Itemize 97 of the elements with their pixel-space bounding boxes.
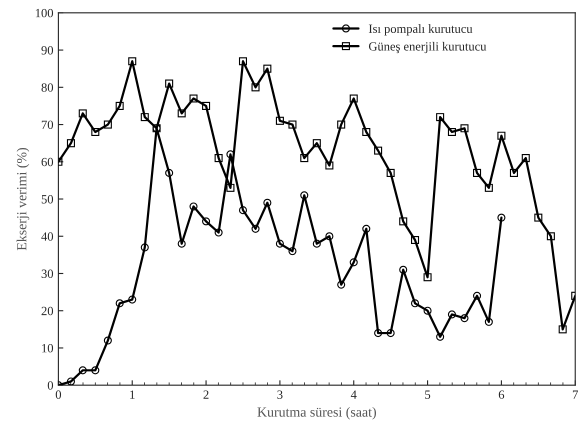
y-tick-label: 20 xyxy=(42,306,54,316)
point xyxy=(263,64,272,73)
point xyxy=(497,214,506,222)
point xyxy=(460,314,469,322)
point xyxy=(448,128,456,136)
point xyxy=(263,198,272,207)
point xyxy=(337,120,346,129)
y-tick-label: 70 xyxy=(42,120,54,130)
point xyxy=(448,310,456,318)
x-tick-label: 0 xyxy=(56,390,62,399)
x-tick-label: 2 xyxy=(203,390,209,399)
point xyxy=(312,139,321,148)
point xyxy=(128,296,136,304)
point xyxy=(91,128,100,136)
point xyxy=(436,113,444,122)
point xyxy=(362,128,370,136)
point xyxy=(350,94,358,103)
point xyxy=(165,80,174,88)
point xyxy=(78,366,87,374)
point xyxy=(288,247,296,256)
point xyxy=(534,214,542,222)
point xyxy=(362,224,370,233)
point xyxy=(460,124,469,132)
point xyxy=(350,258,358,266)
point xyxy=(325,161,334,170)
point xyxy=(140,113,149,122)
point xyxy=(116,299,124,308)
point xyxy=(300,191,308,200)
point xyxy=(202,217,210,226)
x-tick-label: 7 xyxy=(572,390,578,399)
point xyxy=(546,232,555,240)
legend-label: Isı pompalı kurutucu xyxy=(368,24,472,36)
point xyxy=(374,146,382,155)
point xyxy=(214,228,223,237)
y-tick-label: 10 xyxy=(42,344,54,352)
point xyxy=(436,332,444,341)
legend-label: Güneş enerjili kurutucu xyxy=(368,42,486,54)
point xyxy=(473,168,482,177)
point xyxy=(178,109,186,118)
y-tick-label: 90 xyxy=(41,46,54,55)
point xyxy=(128,57,136,66)
point xyxy=(510,168,518,177)
y-tick-label: 100 xyxy=(36,8,54,18)
point xyxy=(424,273,432,282)
point xyxy=(288,120,296,129)
point xyxy=(238,57,248,66)
point xyxy=(386,168,395,177)
point xyxy=(66,377,75,386)
point xyxy=(202,102,210,110)
point xyxy=(226,184,234,192)
x-tick-label: 3 xyxy=(277,390,283,399)
point xyxy=(300,154,308,162)
point xyxy=(140,243,149,252)
point xyxy=(399,266,408,274)
y-tick-label: 30 xyxy=(42,270,54,278)
y-axis-title: Ekserji verimi (%) xyxy=(16,148,30,250)
y-tick-label: 0 xyxy=(48,381,54,390)
point xyxy=(104,120,112,129)
point xyxy=(386,329,395,338)
point xyxy=(410,236,420,244)
y-tick-label: 80 xyxy=(42,83,54,92)
point xyxy=(238,206,248,214)
point xyxy=(276,116,284,125)
point xyxy=(189,202,198,210)
point xyxy=(178,240,186,248)
point xyxy=(484,184,493,192)
point xyxy=(337,280,346,289)
point xyxy=(78,109,87,118)
y-tick-label: 50 xyxy=(42,195,54,204)
x-tick-label: 4 xyxy=(350,390,357,399)
point xyxy=(165,168,174,177)
point xyxy=(497,132,506,140)
point xyxy=(558,325,567,334)
point xyxy=(116,102,124,110)
point xyxy=(374,329,382,338)
point xyxy=(410,299,420,308)
point xyxy=(66,139,75,148)
point xyxy=(91,366,100,374)
x-tick-label: 6 xyxy=(498,390,504,399)
point xyxy=(189,94,198,103)
point xyxy=(312,240,321,248)
point xyxy=(522,154,530,162)
point xyxy=(214,154,223,162)
point xyxy=(276,240,284,248)
point xyxy=(473,292,482,300)
point xyxy=(484,318,493,326)
point xyxy=(252,83,260,92)
y-tick-label: 60 xyxy=(42,158,54,166)
point xyxy=(325,232,334,240)
x-tick-label: 1 xyxy=(130,390,135,399)
point xyxy=(399,217,408,226)
point xyxy=(104,336,112,345)
point xyxy=(424,306,432,315)
x-axis-title: Kurutma süresi (saat) xyxy=(257,406,376,420)
x-tick-label: 5 xyxy=(425,390,430,399)
y-tick-label: 40 xyxy=(41,232,54,241)
point xyxy=(252,224,260,233)
